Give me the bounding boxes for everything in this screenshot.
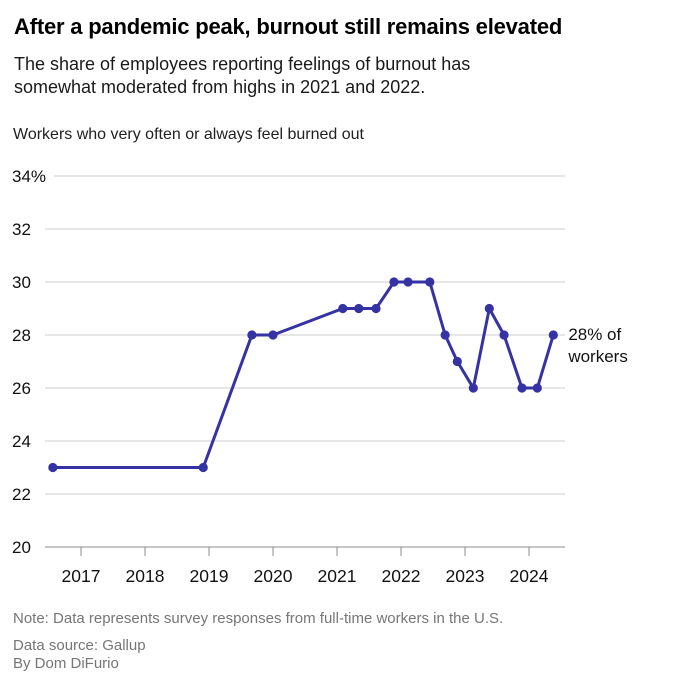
data-point [532,383,542,393]
data-point [198,462,208,473]
y-tick-label: 22 [12,485,31,504]
data-point [354,303,364,314]
data-point [440,330,450,340]
chart-headline: After a pandemic peak, burnout still rem… [14,14,563,39]
x-tick-labels: 2017 2018 2019 2020 2021 2022 2023 2024 [62,566,549,586]
data-point [425,277,435,287]
series-line [51,280,555,469]
y-tick-label: 28 [12,326,31,345]
data-point [499,330,509,340]
data-point [389,277,399,287]
chart-subtitle: The share of employees reporting feeling… [14,53,470,99]
data-point [403,277,413,287]
y-tick-label: 34% [12,167,46,186]
data-point [468,383,478,393]
x-tick-label: 2017 [62,566,101,586]
x-tick-label: 2020 [254,566,293,586]
y-tick-label: 20 [12,538,31,557]
data-point [371,303,381,314]
x-tick-label: 2021 [318,566,357,586]
x-tick-label: 2022 [382,566,421,586]
x-ticks [80,547,530,556]
y-tick-label: 32 [12,220,31,239]
data-point [247,330,257,340]
annotation-line: workers [567,347,628,366]
x-tick-label: 2023 [446,566,485,586]
y-tick-label: 24 [12,432,31,451]
source-text: Data source: Gallup [13,637,146,654]
note-text: Note: Data represents survey responses f… [13,610,504,627]
byline-text: By Dom DiFurio [13,655,119,672]
data-points [48,277,558,473]
data-point [548,330,558,340]
chart-series-title: Workers who very often or always feel bu… [13,126,364,143]
data-point [452,356,462,367]
y-tick-label: 26 [12,379,31,398]
data-point [48,462,58,473]
y-tick-label: 30 [12,273,31,292]
x-tick-label: 2019 [190,566,229,586]
chart-subtitle-line: somewhat moderated from highs in 2021 an… [14,77,426,97]
data-point [484,303,494,314]
y-gridlines [45,175,565,548]
data-point [268,330,278,340]
data-point [338,303,348,314]
x-tick-label: 2024 [510,566,549,586]
chart-subtitle-line: The share of employees reporting feeling… [14,54,471,74]
last-point-annotation: 28% of workers [567,325,628,366]
y-tick-labels: 34% 32 30 28 26 24 22 20 [12,167,46,557]
x-tick-label: 2018 [126,566,165,586]
annotation-line: 28% of [568,325,621,344]
data-point [517,383,527,393]
